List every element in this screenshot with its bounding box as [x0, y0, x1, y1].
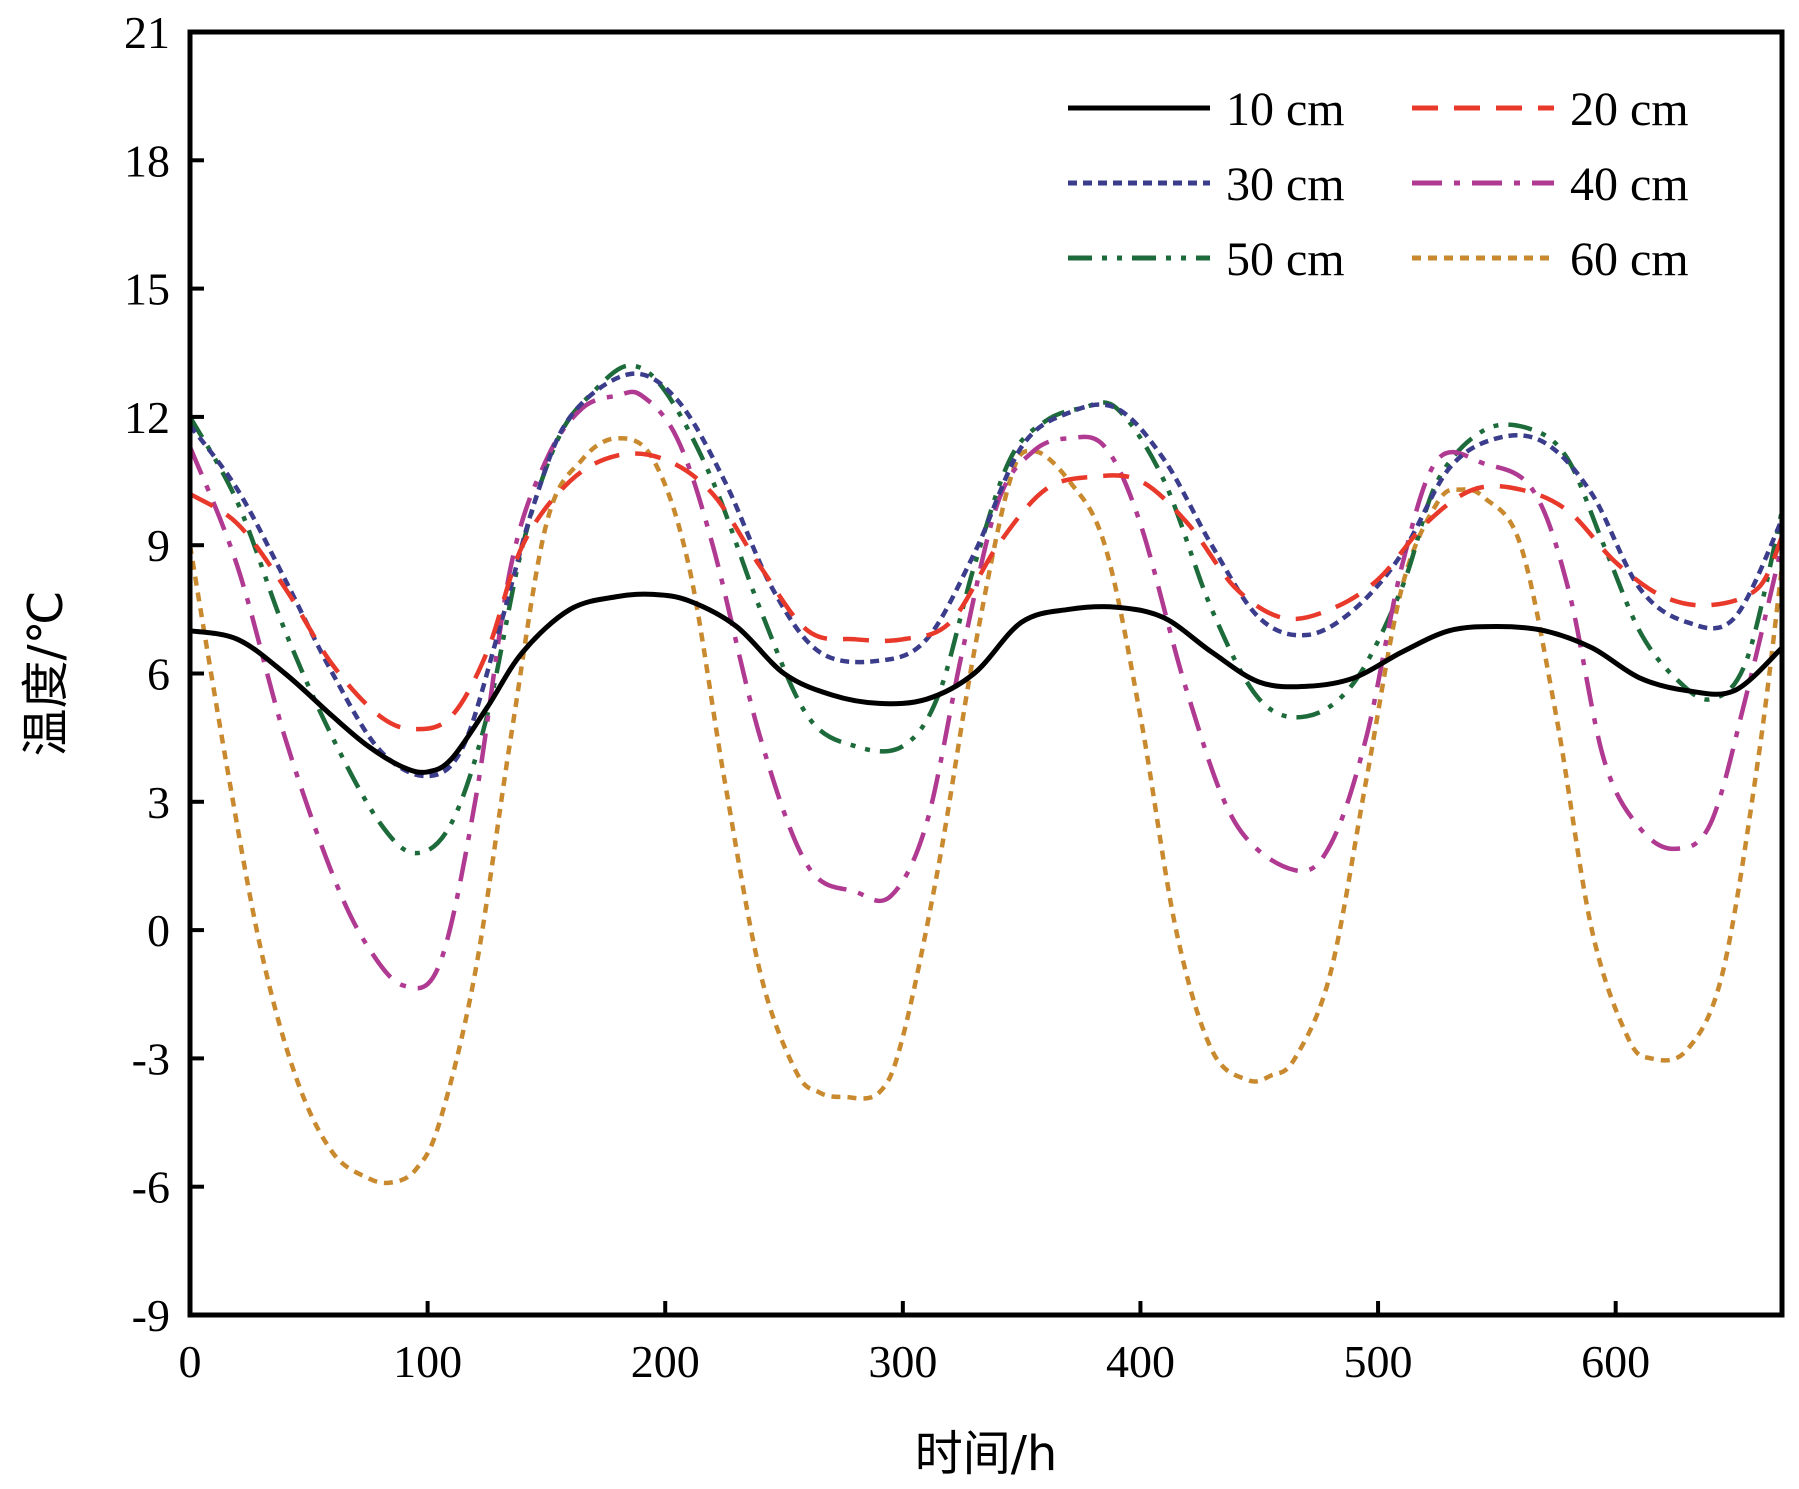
series-line-50cm [188, 363, 1785, 856]
x-tick-label: 100 [393, 1336, 462, 1387]
series-layer [187, 363, 1785, 1186]
y-tick-label: 0 [147, 905, 170, 956]
legend-label: 30 cm [1226, 158, 1345, 211]
y-tick-label: 12 [124, 392, 170, 443]
legend-label: 20 cm [1570, 83, 1689, 136]
x-tick-label: 500 [1344, 1336, 1413, 1387]
x-tick-label: 400 [1106, 1336, 1175, 1387]
legend-label: 50 cm [1226, 233, 1345, 286]
legend-item-20cm: 20 cm [1412, 83, 1689, 136]
x-axis-title: 时间/h [915, 1426, 1058, 1482]
axis-ticks: 0 100 200 300 400 500 600 -9 -6 -3 0 3 6 9 12 15 18 21 [124, 7, 1650, 1387]
y-tick-label: 15 [124, 264, 170, 315]
series-line-10cm [189, 591, 1784, 775]
legend-item-60cm: 60 cm [1412, 233, 1689, 286]
series-line-40cm [187, 389, 1785, 991]
y-tick-label: 6 [147, 649, 170, 700]
y-tick-label: 21 [124, 7, 170, 58]
y-tick-label: -3 [132, 1033, 170, 1084]
plot-area-frame [187, 29, 1785, 1318]
legend-label: 10 cm [1226, 83, 1345, 136]
x-tick-label: 300 [868, 1336, 937, 1387]
series-line-30cm [188, 371, 1785, 779]
y-tick-label: 9 [147, 520, 170, 571]
y-axis-title: 温度/℃ [18, 590, 74, 756]
legend-item-30cm: 30 cm [1068, 158, 1345, 211]
y-tick-label: -6 [132, 1162, 170, 1213]
legend-label: 40 cm [1570, 158, 1689, 211]
legend-item-10cm: 10 cm [1068, 83, 1345, 136]
legend: 10 cm 20 cm 30 cm 40 cm 50 cm 60 cm [1068, 83, 1689, 286]
y-tick-label: 18 [124, 135, 170, 186]
y-tick-label: -9 [132, 1290, 170, 1341]
series-line-60cm [187, 436, 1785, 1186]
series-line-20cm [188, 451, 1785, 732]
legend-item-40cm: 40 cm [1412, 158, 1689, 211]
x-tick-label: 200 [631, 1336, 700, 1387]
legend-item-50cm: 50 cm [1068, 233, 1345, 286]
x-tick-label: 600 [1581, 1336, 1650, 1387]
legend-label: 60 cm [1570, 233, 1689, 286]
y-tick-label: 3 [147, 777, 170, 828]
x-tick-label: 0 [179, 1336, 202, 1387]
